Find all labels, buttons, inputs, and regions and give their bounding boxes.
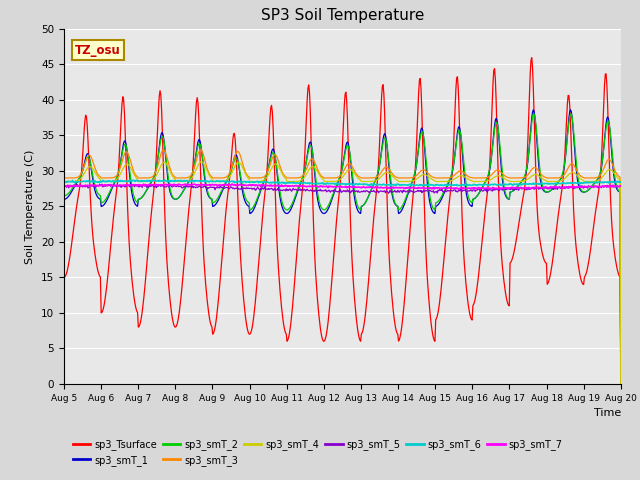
sp3_smT_6 (617, 180, 625, 185)
Text: TZ_osu: TZ_osu (75, 44, 121, 57)
sp3_smT_2 (214, 196, 221, 202)
sp3_smT_3 (127, 161, 135, 167)
sp3_smT_2 (426, 196, 434, 202)
Line: sp3_Tsurface: sp3_Tsurface (64, 58, 621, 384)
sp3_smT_6 (387, 183, 395, 189)
sp3_smT_1 (60, 196, 68, 202)
sp3_smT_4 (197, 159, 205, 165)
Line: sp3_smT_4: sp3_smT_4 (64, 162, 621, 384)
sp3_smT_4 (617, 381, 625, 387)
sp3_smT_5 (127, 184, 135, 190)
sp3_smT_5 (60, 184, 68, 190)
sp3_smT_3 (428, 173, 435, 179)
sp3_smT_1 (127, 187, 135, 193)
sp3_smT_5 (412, 189, 419, 194)
sp3_smT_2 (60, 193, 68, 199)
sp3_smT_6 (412, 182, 419, 188)
sp3_smT_2 (617, 381, 625, 387)
sp3_smT_6 (214, 178, 222, 184)
sp3_smT_3 (184, 175, 192, 180)
sp3_smT_5 (185, 184, 193, 190)
Line: sp3_smT_5: sp3_smT_5 (64, 184, 621, 193)
Legend: sp3_Tsurface, sp3_smT_1, sp3_smT_2, sp3_smT_3, sp3_smT_4, sp3_smT_5, sp3_smT_6, : sp3_Tsurface, sp3_smT_1, sp3_smT_2, sp3_… (69, 435, 566, 469)
sp3_smT_3 (60, 175, 68, 181)
sp3_smT_5 (70, 184, 78, 190)
sp3_smT_2 (530, 111, 538, 117)
sp3_smT_7 (228, 181, 236, 187)
sp3_smT_3 (617, 381, 625, 387)
sp3_smT_3 (411, 174, 419, 180)
sp3_smT_5 (140, 181, 148, 187)
sp3_Tsurface (426, 313, 434, 319)
sp3_smT_6 (60, 179, 68, 184)
sp3_smT_7 (60, 184, 68, 190)
sp3_Tsurface (60, 275, 68, 280)
sp3_smT_7 (70, 183, 78, 189)
sp3_smT_7 (428, 185, 435, 191)
Line: sp3_smT_2: sp3_smT_2 (64, 114, 621, 384)
sp3_smT_1 (410, 174, 418, 180)
sp3_Tsurface (214, 308, 221, 313)
Line: sp3_smT_7: sp3_smT_7 (64, 184, 621, 189)
sp3_smT_7 (455, 186, 463, 192)
sp3_smT_5 (428, 189, 436, 194)
sp3_smT_1 (617, 381, 625, 387)
sp3_smT_4 (60, 179, 68, 184)
sp3_smT_7 (127, 183, 135, 189)
sp3_smT_2 (70, 183, 78, 189)
sp3_smT_1 (426, 202, 434, 207)
sp3_smT_7 (214, 183, 221, 189)
sp3_smT_3 (70, 175, 78, 181)
sp3_Tsurface (70, 222, 78, 228)
Line: sp3_smT_6: sp3_smT_6 (64, 180, 621, 186)
Y-axis label: Soil Temperature (C): Soil Temperature (C) (26, 149, 35, 264)
sp3_smT_4 (214, 179, 222, 184)
sp3_smT_2 (184, 180, 192, 186)
Line: sp3_smT_1: sp3_smT_1 (64, 110, 621, 384)
sp3_smT_1 (70, 184, 78, 190)
Line: sp3_smT_3: sp3_smT_3 (64, 150, 621, 384)
sp3_smT_4 (411, 177, 419, 183)
sp3_Tsurface (127, 271, 135, 276)
sp3_smT_1 (566, 107, 574, 113)
sp3_smT_2 (410, 173, 418, 179)
sp3_smT_7 (617, 183, 625, 189)
sp3_smT_5 (617, 183, 625, 189)
sp3_smT_3 (196, 147, 204, 153)
sp3_Tsurface (528, 55, 536, 60)
sp3_smT_3 (214, 175, 222, 181)
sp3_smT_7 (411, 185, 419, 191)
Title: SP3 Soil Temperature: SP3 Soil Temperature (260, 9, 424, 24)
sp3_smT_2 (127, 181, 135, 187)
X-axis label: Time: Time (593, 408, 621, 418)
sp3_smT_7 (184, 182, 192, 188)
sp3_smT_6 (70, 179, 78, 185)
sp3_smT_6 (428, 182, 436, 188)
sp3_smT_6 (161, 177, 168, 183)
sp3_smT_4 (428, 176, 435, 181)
sp3_Tsurface (410, 183, 418, 189)
sp3_smT_1 (214, 199, 221, 205)
sp3_smT_6 (127, 178, 135, 184)
sp3_smT_4 (70, 179, 78, 184)
sp3_Tsurface (617, 381, 625, 387)
sp3_smT_1 (184, 180, 192, 186)
sp3_smT_4 (127, 166, 135, 172)
sp3_smT_4 (184, 178, 192, 184)
sp3_smT_5 (385, 191, 392, 196)
sp3_Tsurface (184, 216, 192, 222)
sp3_smT_6 (185, 179, 193, 184)
sp3_smT_5 (214, 185, 222, 191)
